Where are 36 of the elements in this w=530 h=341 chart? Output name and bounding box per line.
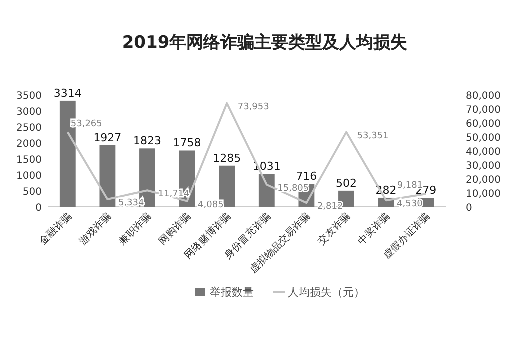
data-label: 53,351: [357, 131, 389, 142]
x-tick-label: 网购诈骗: [156, 210, 194, 248]
data-label: 4,085: [198, 200, 224, 210]
y2-tick-label: 20,000: [466, 175, 501, 186]
y-tick-label: 3500: [16, 91, 42, 102]
data-label: 716: [296, 170, 318, 184]
data-label: 1927: [94, 131, 122, 144]
y-tick-label: 2500: [16, 123, 42, 134]
y2-tick-label: 0: [466, 203, 472, 214]
bar: [100, 145, 116, 207]
data-label: 502: [336, 176, 357, 190]
y-tick-label: 500: [22, 187, 42, 198]
y2-tick-label: 60,000: [466, 119, 501, 130]
data-label: 1758: [173, 136, 202, 150]
y2-tick-label: 40,000: [466, 147, 501, 158]
chart-title: 2019年网络诈骗主要类型及人均损失: [122, 33, 408, 53]
data-label: 73,953: [238, 102, 270, 112]
x-tick-label: 交友诈骗: [316, 210, 353, 248]
y2-tick-label: 30,000: [466, 161, 501, 172]
y2-tick-label: 50,000: [466, 133, 501, 144]
y-tick-label: 1500: [16, 155, 42, 166]
y2-tick-label: 80,000: [466, 91, 501, 102]
x-tick-label: 游戏诈骗: [77, 210, 114, 248]
data-label: 1823: [134, 134, 162, 148]
legend-label: 人均损失（元）: [288, 286, 365, 299]
bar: [258, 174, 275, 207]
y-tick-label: 1000: [16, 171, 42, 182]
legend-label: 举报数量: [210, 286, 254, 299]
data-label: 1285: [213, 152, 242, 165]
y-tick-label: 3000: [16, 107, 42, 118]
data-label: 2,812: [317, 202, 344, 212]
data-label: 3314: [54, 86, 82, 100]
y-tick-label: 2000: [16, 139, 42, 150]
y2-tick-label: 70,000: [466, 105, 501, 116]
y2-tick-label: 10,000: [466, 189, 501, 200]
x-tick-label: 兼职诈骗: [116, 210, 154, 248]
